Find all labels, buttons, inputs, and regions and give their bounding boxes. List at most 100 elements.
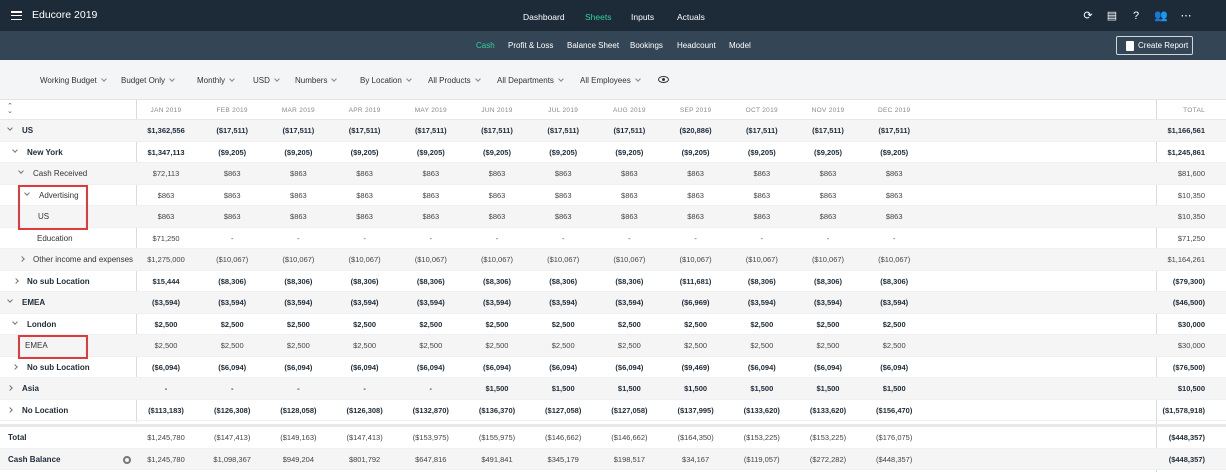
create-report-button[interactable]: Create Report (1116, 36, 1193, 55)
table-cell[interactable]: $1,500 (816, 384, 840, 393)
table-cell[interactable]: ($6,094) (284, 362, 313, 372)
table-cell[interactable]: - (694, 233, 697, 243)
chevron-down-icon[interactable] (7, 297, 13, 303)
table-row[interactable]: Asia - - - - - $1,500 $1,500 $1,500 $1,500 $1,500 $… (0, 378, 1226, 400)
table-cell[interactable]: $1,347,113 (147, 147, 185, 157)
table-cell[interactable]: $2,500 (551, 341, 575, 350)
users-icon[interactable]: 👥 (1154, 10, 1168, 22)
refresh-icon[interactable]: ⟳ (1083, 10, 1093, 22)
nav-dashboard[interactable]: Dashboard (523, 12, 565, 22)
table-cell[interactable]: ($8,306) (416, 276, 445, 286)
tab-cash[interactable]: Cash (476, 41, 495, 50)
table-cell[interactable]: ($133,620) (743, 405, 780, 415)
table-cell[interactable]: ($6,094) (152, 362, 180, 372)
table-cell[interactable]: - (297, 384, 300, 393)
table-cell[interactable]: $863 (554, 190, 572, 200)
table-cell[interactable]: $2,500 (419, 341, 443, 350)
table-cell[interactable]: $863 (488, 212, 506, 221)
table-cell[interactable]: $2,500 (551, 319, 575, 329)
filter-location[interactable]: By Location (360, 76, 412, 85)
table-cell[interactable]: ($3,594) (880, 298, 909, 307)
table-cell[interactable]: $1,500 (617, 384, 641, 393)
table-cell[interactable]: $863 (687, 190, 704, 200)
table-cell[interactable]: $2,500 (882, 319, 906, 329)
table-cell[interactable]: $863 (687, 212, 704, 221)
table-cell[interactable]: $71,250 (152, 233, 180, 243)
table-cell[interactable]: $863 (356, 190, 373, 200)
table-cell[interactable]: $1,500 (750, 384, 774, 393)
table-cell[interactable]: $2,500 (220, 341, 244, 350)
table-cell[interactable]: ($127,058) (611, 405, 648, 415)
table-cell[interactable]: ($156,470) (876, 405, 913, 415)
table-cell[interactable]: ($10,067) (878, 255, 911, 264)
table-cell[interactable]: - (495, 233, 499, 243)
table-cell[interactable]: ($17,511) (414, 126, 447, 135)
table-cell[interactable]: $863 (157, 190, 175, 200)
table-cell[interactable]: ($8,306) (483, 276, 511, 286)
table-cell[interactable]: ($10,067) (679, 255, 712, 264)
table-cell[interactable]: ($132,870) (412, 405, 449, 415)
table-cell[interactable]: $2,500 (816, 319, 840, 329)
table-cell[interactable]: ($10,067) (348, 255, 381, 264)
table-cell[interactable]: ($128,058) (280, 405, 317, 415)
table-cell[interactable]: ($3,594) (814, 298, 842, 307)
table-cell[interactable]: $863 (819, 169, 837, 178)
table-cell[interactable]: $863 (554, 169, 572, 178)
table-cell[interactable]: $2,500 (485, 341, 509, 350)
table-cell[interactable]: - (429, 233, 433, 243)
table-row[interactable]: US $863 $863 $863 $863 $863 $863 $863 $863 $863 $8… (0, 206, 1226, 228)
table-cell[interactable]: $15,444 (152, 276, 180, 286)
chevron-right-icon[interactable] (12, 363, 18, 370)
table-cell[interactable]: $863 (885, 169, 903, 178)
table-cell[interactable]: - (826, 233, 830, 243)
table-cell[interactable]: ($9,205) (747, 147, 776, 157)
table-row[interactable]: New York $1,347,113 ($9,205) ($9,205) ($9,20… (0, 142, 1226, 164)
table-cell[interactable]: $1,500 (882, 384, 906, 393)
table-cell[interactable]: $1,500 (485, 384, 509, 393)
table-cell[interactable]: $2,500 (286, 341, 310, 350)
table-cell[interactable]: $863 (819, 190, 837, 200)
table-cell[interactable]: $2,500 (353, 341, 377, 350)
table-cell[interactable]: ($10,067) (745, 255, 778, 264)
table-cell[interactable]: $2,500 (286, 319, 310, 329)
table-cell[interactable]: $863 (356, 169, 373, 178)
table-cell[interactable]: ($10,067) (480, 255, 514, 264)
table-cell[interactable]: ($8,306) (615, 276, 644, 286)
chevron-down-icon[interactable] (12, 318, 18, 325)
table-cell[interactable]: ($133,620) (809, 405, 847, 415)
table-cell[interactable]: $2,500 (220, 319, 244, 329)
table-cell[interactable]: $2,500 (882, 341, 906, 350)
table-cell[interactable]: ($3,594) (483, 298, 511, 307)
filter-format[interactable]: Numbers (295, 76, 338, 85)
table-cell[interactable]: ($10,067) (282, 255, 315, 264)
tab-headcount[interactable]: Headcount (677, 41, 716, 50)
table-cell[interactable]: ($137,995) (677, 405, 714, 415)
table-cell[interactable]: ($9,205) (416, 147, 445, 157)
filter-period[interactable]: Monthly (197, 76, 235, 85)
table-row[interactable]: Cash Received $72,113 $863 $863 $863 $863 $863… (0, 163, 1226, 185)
table-cell[interactable]: $2,500 (485, 319, 509, 329)
table-cell[interactable]: - (164, 384, 168, 393)
table-cell[interactable]: ($3,594) (218, 298, 247, 307)
table-cell[interactable]: ($17,511) (547, 126, 580, 135)
table-cell[interactable]: - (628, 233, 631, 243)
table-cell[interactable]: ($3,594) (747, 298, 776, 307)
tab-profit-loss[interactable]: Profit & Loss (508, 41, 554, 50)
table-cell[interactable]: $863 (885, 212, 903, 221)
table-cell[interactable]: - (363, 384, 366, 393)
table-row[interactable]: Other income and expenses $1,275,000 ($10,… (0, 249, 1226, 271)
gear-icon[interactable] (123, 455, 131, 464)
table-cell[interactable]: - (297, 233, 300, 243)
table-cell[interactable]: $863 (422, 212, 440, 221)
table-cell[interactable]: ($8,306) (747, 276, 776, 286)
table-cell[interactable]: ($17,511) (613, 126, 646, 135)
table-cell[interactable]: ($10,067) (613, 255, 646, 264)
table-cell[interactable]: ($3,594) (284, 298, 313, 307)
table-cell[interactable]: ($3,594) (152, 298, 180, 307)
table-cell[interactable]: ($6,094) (747, 362, 776, 372)
table-cell[interactable]: ($9,205) (483, 147, 511, 157)
table-cell[interactable]: - (892, 233, 896, 243)
chevron-right-icon[interactable] (7, 385, 13, 391)
table-cell[interactable]: ($8,306) (350, 276, 379, 286)
table-cell[interactable]: $863 (488, 190, 506, 200)
